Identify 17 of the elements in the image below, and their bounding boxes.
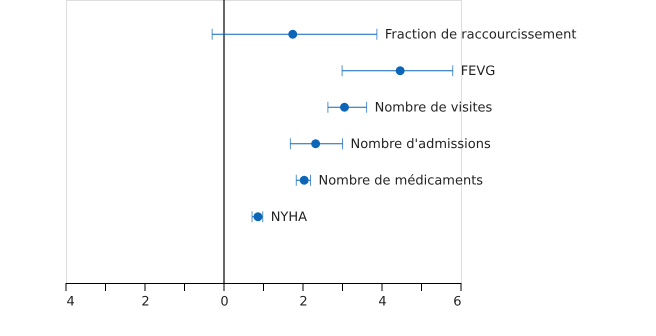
x-tick-label: 4: [378, 294, 387, 310]
y-tick-label: NYHA: [270, 210, 308, 225]
point: [288, 30, 298, 39]
point: [300, 176, 309, 185]
y-tick-label: Nombre d'admissions: [350, 136, 491, 152]
x-tick-label: 2: [141, 294, 150, 310]
point: [396, 66, 405, 76]
y-tick-label: Nombre de visites: [374, 100, 493, 116]
point: [311, 139, 320, 148]
y-tick-label: Nombre de médicaments: [318, 173, 484, 188]
y-tick-label: Fraction de raccourcissement: [384, 27, 576, 42]
point: [340, 102, 349, 112]
x-tick-label: 2: [299, 294, 308, 310]
x-tick-label: 6: [453, 294, 462, 310]
x-tick-label: 0: [220, 294, 229, 310]
y-tick-label: FEVG: [460, 64, 496, 79]
x-tick-label: 4: [66, 294, 75, 310]
